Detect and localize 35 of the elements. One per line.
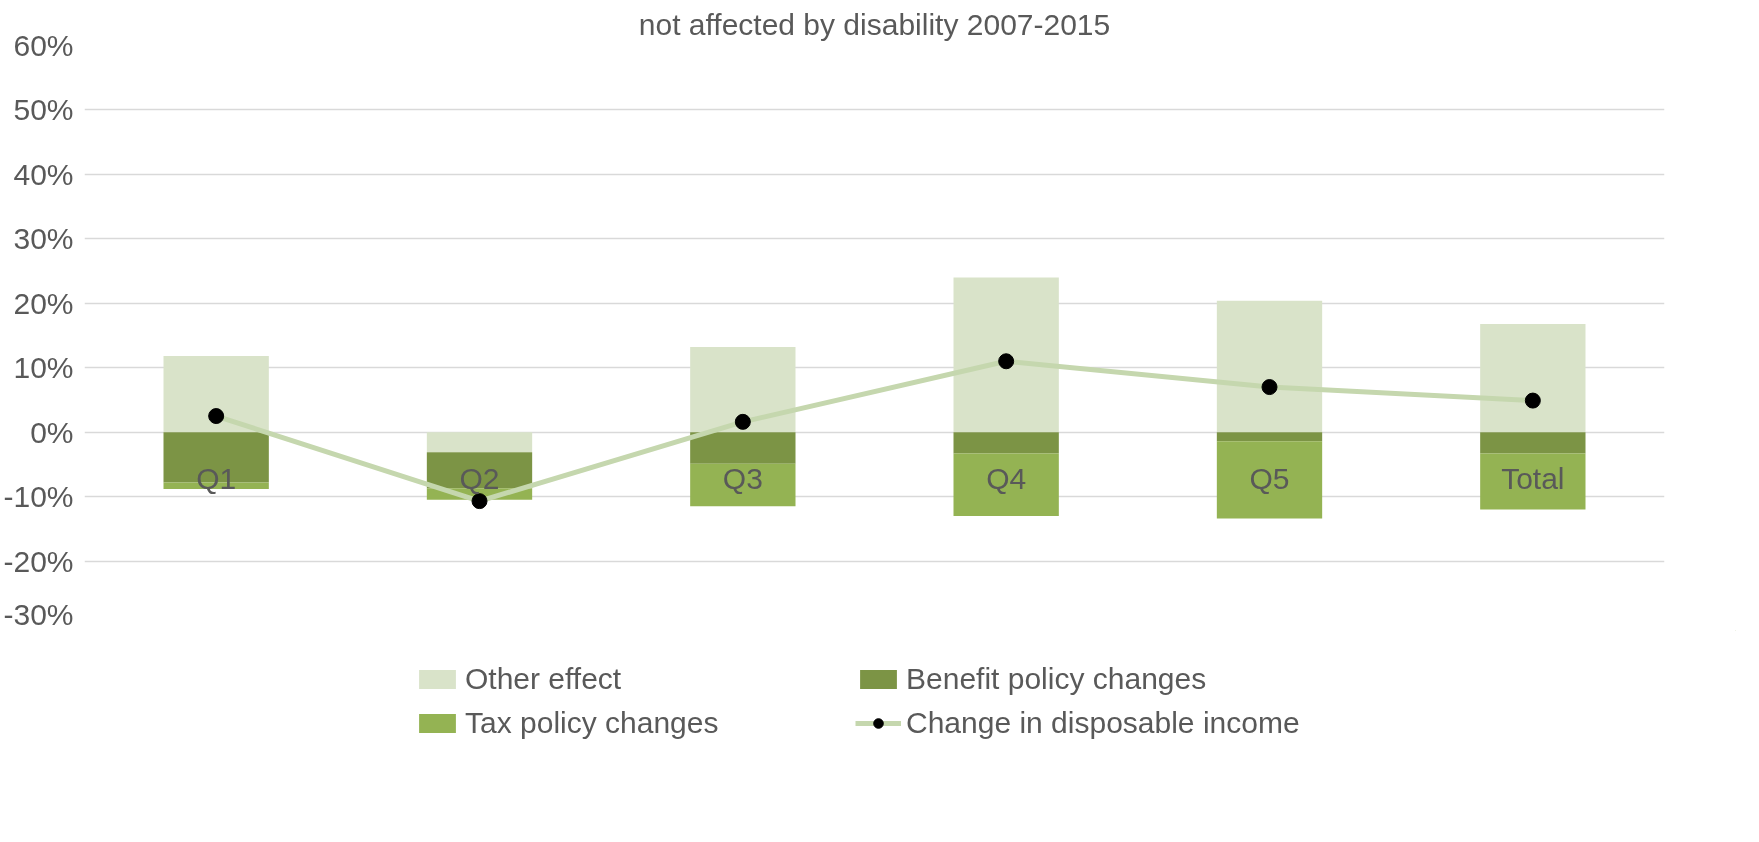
y-tick-label: 40% — [13, 157, 74, 191]
bar — [1480, 323, 1586, 433]
x-tick-label: Q1 — [196, 462, 237, 496]
bar — [690, 347, 796, 433]
legend-label: Tax policy changes — [465, 706, 720, 740]
y-tick-label: 30% — [13, 222, 74, 256]
x-tick-label: Q5 — [1249, 462, 1290, 496]
bar — [953, 432, 1059, 454]
x-tick-label: Q2 — [459, 462, 500, 496]
legend-label: Benefit policy changes — [906, 662, 1208, 696]
bar — [690, 463, 796, 507]
y-tick-label: 0% — [30, 415, 74, 449]
bar — [163, 356, 269, 433]
x-tick-label: Q4 — [986, 462, 1027, 496]
chart-title: not affected by disability 2007-2015 — [638, 7, 1111, 41]
bar — [953, 453, 1059, 516]
bar — [1480, 453, 1586, 510]
y-tick-label: -20% — [3, 544, 74, 578]
y-tick-label: -30% — [3, 597, 74, 631]
legend-label: Other effect — [465, 662, 623, 696]
bar — [690, 432, 796, 464]
y-tick-label: 10% — [13, 351, 74, 385]
bar — [426, 432, 533, 453]
bar — [1216, 432, 1323, 442]
y-tick-label: 50% — [13, 93, 74, 127]
bar — [953, 277, 1059, 433]
bar — [1216, 300, 1323, 433]
bar — [1480, 432, 1586, 454]
x-tick-label: Total — [1501, 462, 1565, 496]
x-tick-label: Q3 — [722, 462, 763, 496]
bar — [1216, 441, 1323, 519]
y-tick-label: -10% — [3, 480, 74, 514]
legend-label: Change in disposable income — [906, 706, 1300, 740]
y-tick-label: 20% — [13, 286, 74, 320]
y-tick-label: 60% — [13, 29, 74, 62]
